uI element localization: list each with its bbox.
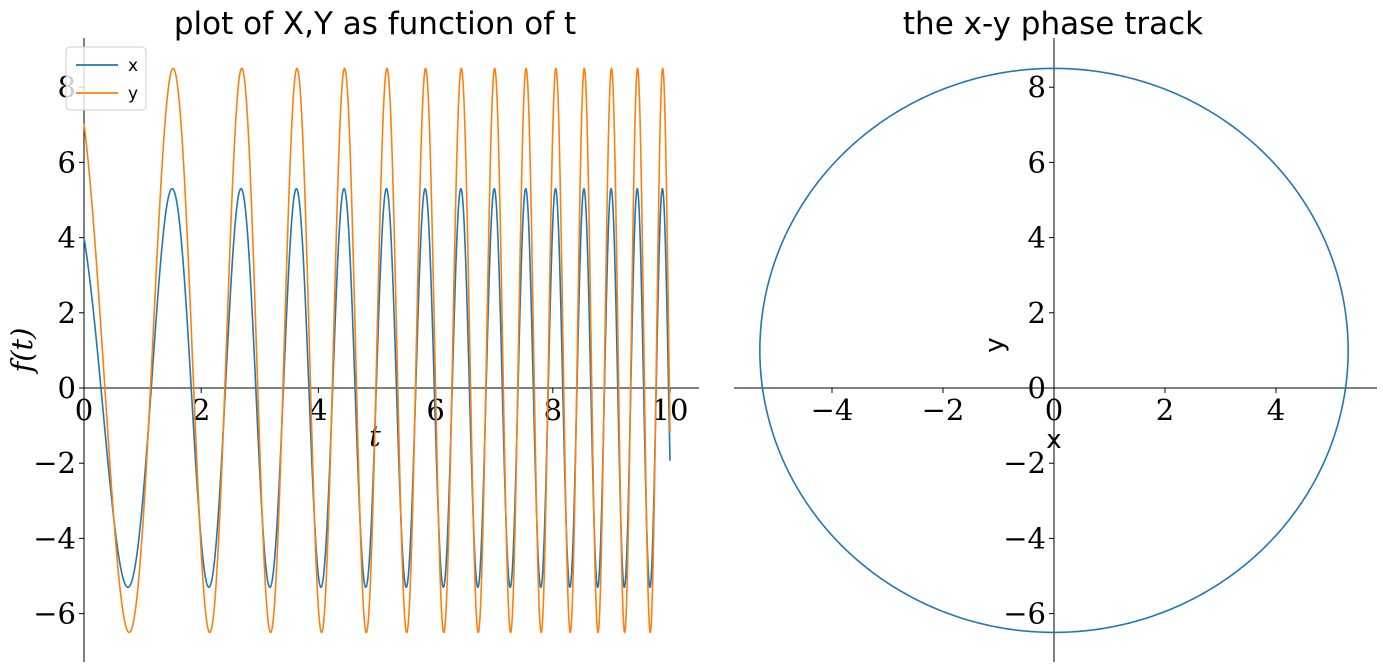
- right-chart-title: the x-y phase track: [903, 6, 1203, 42]
- left-y-tick-label-4: 4: [58, 221, 76, 255]
- right-y-tick-label-4: 4: [1028, 221, 1046, 255]
- right-y-tick-label-neg6: −6: [1003, 597, 1046, 631]
- right-y-axis-label: y: [980, 337, 1010, 352]
- right-x-axis-label: x: [1046, 425, 1061, 455]
- left-y-tick-label-0: 0: [58, 371, 76, 405]
- right-x-tick-label-2: 2: [1156, 393, 1174, 427]
- left-x-tick-label-0: 0: [75, 393, 93, 427]
- right-y-tick-label-8: 8: [1028, 70, 1046, 104]
- right-x-tick-label-0: 0: [1045, 393, 1063, 427]
- right-y-tick-label-0: 0: [1028, 371, 1046, 405]
- legend-label-y: y: [128, 84, 138, 104]
- left-x-ticks: 0 2 4 6 8 10: [75, 388, 689, 427]
- right-y-ticks: −6 −4 −2 0 2 4 6 8: [1003, 70, 1054, 630]
- left-y-tick-label-neg6: −6: [33, 597, 76, 631]
- right-panel: the x-y phase track −4 −2 0 2 4 −6−4−202468 …: [734, 6, 1377, 662]
- series-y-line: [84, 68, 670, 632]
- left-panel: plot of X,Y as function of t 0 2 4 6 8 10 −6 −…: [5, 6, 699, 662]
- right-x-tick-label-neg2: −2: [922, 393, 965, 427]
- right-x-tick-label-neg4: −4: [811, 393, 854, 427]
- left-y-tick-label-neg2: −2: [33, 446, 76, 480]
- legend-label-x: x: [128, 56, 138, 76]
- left-y-tick-label-2: 2: [58, 296, 76, 330]
- right-y-tick-label-neg2: −2: [1003, 446, 1046, 480]
- left-chart-title: plot of X,Y as function of t: [174, 6, 576, 42]
- right-x-tick-label-4: 4: [1267, 393, 1285, 427]
- legend: x y: [66, 47, 146, 110]
- left-y-axis-label: f(t): [5, 327, 39, 374]
- left-y-tick-label-neg4: −4: [33, 521, 76, 555]
- right-x-ticks: −4 −2 0 2 4: [811, 388, 1286, 427]
- left-y-tick-label-6: 6: [58, 145, 76, 179]
- left-x-tick-label-8: 8: [544, 393, 562, 427]
- right-y-tick-label-neg4: −4: [1003, 521, 1046, 555]
- right-y-tick-label-2: 2: [1028, 296, 1046, 330]
- right-y-tick-label-6: 6: [1028, 145, 1046, 179]
